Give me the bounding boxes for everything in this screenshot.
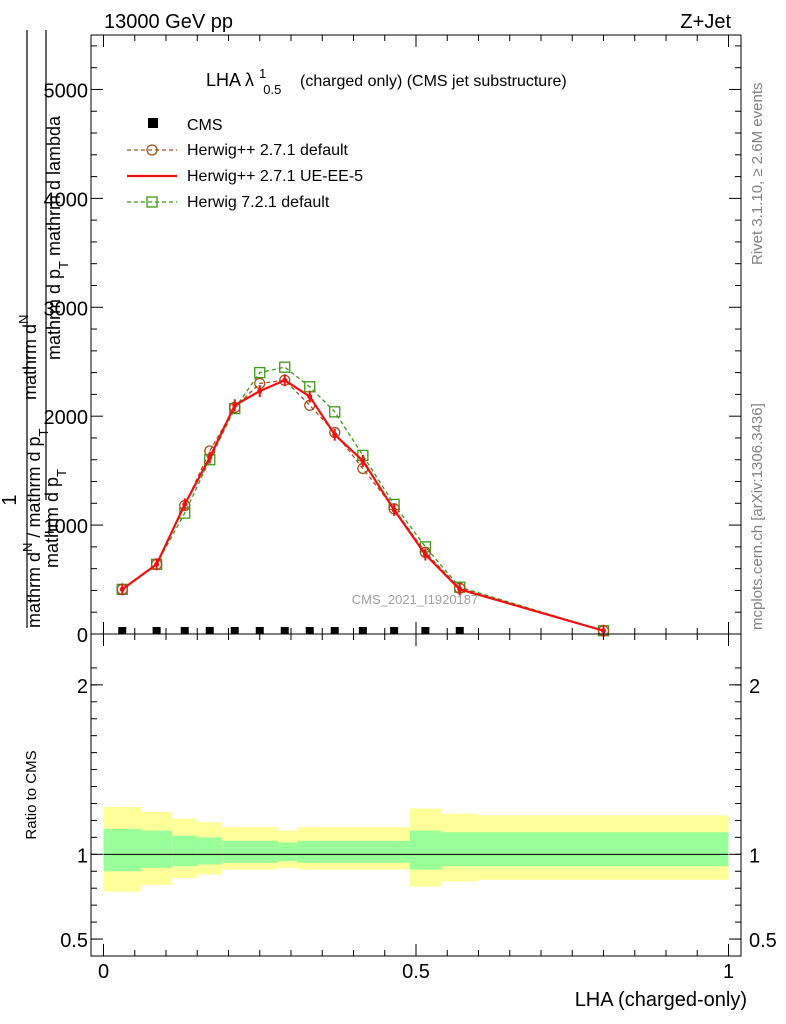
ratio-xtick-label: 0 <box>98 961 109 983</box>
ylabel-inner-num: mathrm dN <box>16 315 40 400</box>
series-line-2 <box>121 378 604 632</box>
ratio-band-inner <box>409 830 441 870</box>
herwig-pp-ueee5-point <box>207 455 213 461</box>
ratio-band-inner <box>222 840 279 863</box>
mcplots-text: mcplots.cern.ch [arXiv:1306.3436] <box>749 403 766 630</box>
main-ytick-label: 3000 <box>44 298 89 320</box>
cms-point <box>330 627 339 634</box>
herwig-pp-ueee5-point <box>182 501 188 507</box>
legend-label-herwig-pp-ueee5: Herwig++ 2.7.1 UE-EE-5 <box>187 168 363 185</box>
herwig-721-point <box>254 366 266 379</box>
cms-point <box>390 627 399 634</box>
herwig-pp-ueee5-point <box>119 586 125 592</box>
herwig-pp-ueee5-point <box>232 402 238 408</box>
header-left: 13000 GeV pp <box>104 11 233 33</box>
cms-point <box>421 627 430 634</box>
main-ytick-label: 5000 <box>44 80 89 102</box>
x-axis-label: LHA (charged-only) <box>575 989 747 1011</box>
legend-marker-cms <box>148 118 158 128</box>
main-ytick-label: 4000 <box>44 189 89 211</box>
ratio-xtick-label: 1 <box>723 961 734 983</box>
herwig-721-point <box>279 361 291 373</box>
herwig-pp-ueee5-point <box>307 394 313 400</box>
ratio-band-inner <box>441 832 479 867</box>
ratio-panel: 0.5 0.5 1 1 2 2 0 0.5 1 <box>60 633 777 983</box>
main-ytick-label: 2000 <box>44 407 89 429</box>
herwig-pp-ueee5-point <box>601 628 606 634</box>
legend-marker-herwig-721 <box>146 196 158 208</box>
legend: CMS Herwig++ 2.7.1 default Herwig++ 2.7.… <box>127 117 363 211</box>
herwig-pp-ueee5-point <box>154 561 160 567</box>
ratio-ylabel: Ratio to CMS <box>23 750 40 839</box>
herwig-pp-ueee5-point <box>457 586 463 592</box>
cms-point <box>358 627 367 634</box>
legend-marker-herwig-pp-default <box>146 144 158 156</box>
ratio-band-inner <box>103 828 141 872</box>
ratio-ytick-label-right: 1 <box>749 845 760 867</box>
chart-title: LHA λ 1 0.5 (charged only) (CMS jet subs… <box>206 62 567 97</box>
ylabel-outer-den: mathrm dN / mathrm d pT <box>20 429 51 628</box>
ratio-band-inner <box>478 832 729 867</box>
ratio-ytick-label-right: 2 <box>749 676 760 698</box>
ylabel-inner-den: mathrm d pT mathrm d lambda <box>44 115 71 360</box>
ratio-band-inner <box>172 835 198 867</box>
ratio-band-inner <box>297 840 410 863</box>
title-main: LHA λ <box>206 70 254 90</box>
main-ylabel: 1 mathrm dN / mathrm d pT mathrm d pT ma… <box>0 30 71 628</box>
cms-point <box>118 627 127 634</box>
herwig-pp-ueee5-point <box>257 388 263 394</box>
ratio-panel-frame <box>90 633 742 957</box>
ylabel-inner-fraction: mathrm d pT <box>42 469 69 568</box>
title-sup: 1 <box>259 66 266 81</box>
cms-point <box>455 627 464 634</box>
watermark-text: CMS_2021_I1920187 <box>352 592 479 607</box>
herwig-pp-ueee5-point <box>422 551 428 557</box>
ratio-ytick-label: 2 <box>77 676 88 698</box>
ratio-xtick-label: 0.5 <box>402 961 430 983</box>
rivet-version-text: Rivet 3.1.10, ≥ 2.6M events <box>749 83 766 266</box>
cms-point <box>305 627 314 634</box>
cms-point <box>152 627 161 634</box>
series-line-1 <box>121 379 604 632</box>
legend-label-cms: CMS <box>187 117 223 134</box>
main-ytick-label: 1000 <box>44 516 89 538</box>
ratio-ytick-label: 1 <box>77 845 88 867</box>
herwig-pp-ueee5-point <box>282 377 288 383</box>
cms-point <box>205 627 214 634</box>
legend-label-herwig-pp-default: Herwig++ 2.7.1 default <box>187 142 349 159</box>
cms-point <box>280 627 289 634</box>
cms-point <box>180 627 189 634</box>
herwig-pp-ueee5-point <box>360 458 366 464</box>
svg-text:LHA λ 1 0.5: LHA λ 1 0.5 <box>206 62 281 97</box>
main-ytick-label: 0 <box>77 625 88 647</box>
title-rest: (charged only) (CMS jet substructure) <box>300 73 567 90</box>
herwig-pp-ueee5-point <box>391 507 397 513</box>
cms-point <box>230 627 239 634</box>
herwig-pp-ueee5-point <box>332 432 338 438</box>
series-line-3 <box>121 366 604 632</box>
ratio-ytick-label-right: 0.5 <box>749 930 777 952</box>
ylabel-one: 1 <box>0 494 21 505</box>
legend-label-herwig-721: Herwig 7.2.1 default <box>187 194 330 211</box>
ratio-band-inner <box>141 830 173 868</box>
ratio-ytick-label: 0.5 <box>60 930 88 952</box>
ratio-band-inner <box>278 842 298 862</box>
ratio-band-inner <box>197 837 223 865</box>
cms-point <box>255 627 264 634</box>
main-panel: 0 1000 2000 3000 4000 5000 CMS_2021_I1920187 <box>44 34 742 647</box>
herwig-721-point <box>329 406 341 418</box>
title-sub: 0.5 <box>263 82 281 97</box>
header-right: Z+Jet <box>680 11 731 33</box>
